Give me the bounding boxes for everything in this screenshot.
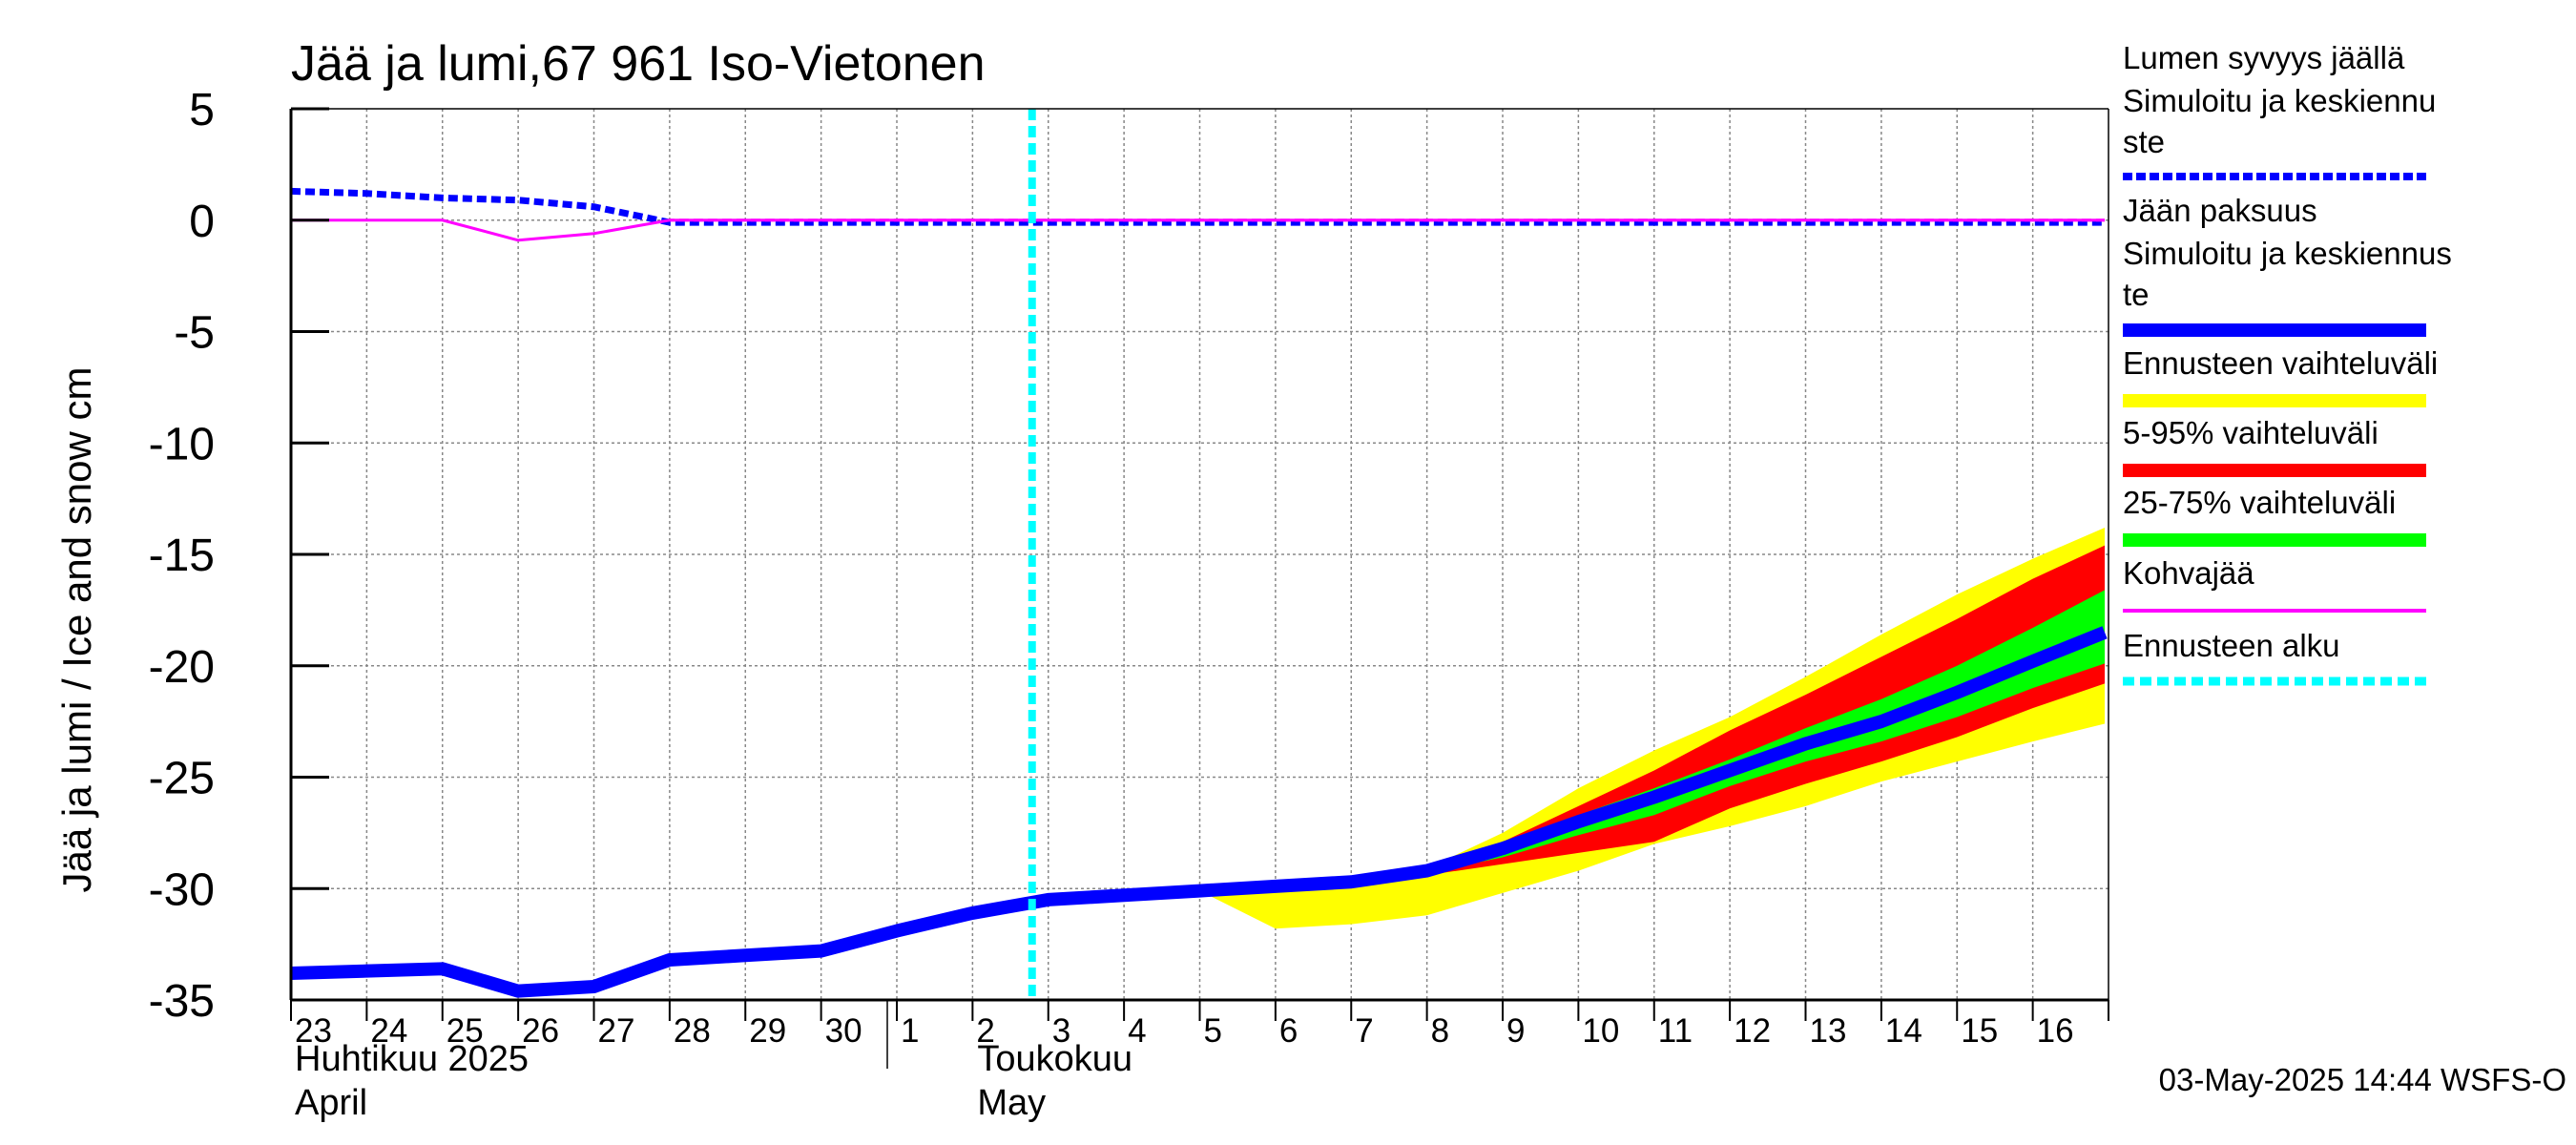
x-tick-label: 5: [1204, 1012, 1222, 1050]
x-tick-label: 16: [2037, 1012, 2074, 1050]
series-line-1: [290, 626, 2108, 998]
legend-label-1: Jään paksuus: [2123, 193, 2317, 228]
y-tick-label: -15: [149, 531, 215, 581]
y-axis-label: Jää ja lumi / Ice and snow cm: [54, 367, 99, 893]
x-tick-label: 28: [674, 1012, 711, 1050]
x-tick-label: 12: [1734, 1012, 1771, 1050]
x-tick-label: 3: [1052, 1012, 1070, 1050]
legend-label-0: ste: [2123, 124, 2165, 159]
x-tick-label: 26: [522, 1012, 559, 1050]
legend-label-1: te: [2123, 277, 2150, 312]
x-tick-label: 7: [1355, 1012, 1373, 1050]
y-tick-label: -25: [149, 754, 215, 804]
x-tick-label: 25: [447, 1012, 484, 1050]
x-tick-label: 23: [295, 1012, 332, 1050]
x-tick-label: 6: [1279, 1012, 1298, 1050]
legend-label-1: Simuloitu ja keskiennus: [2123, 236, 2452, 271]
y-tick-label: 0: [189, 197, 215, 247]
series-line-0: [290, 187, 2106, 226]
x-tick-label: 9: [1506, 1012, 1525, 1050]
legend-label-4: 25-75% vaihteluväli: [2123, 485, 2396, 520]
legend-label-0: Lumen syvyys jäällä: [2123, 40, 2405, 75]
x-tick-label: 29: [749, 1012, 786, 1050]
x-tick-label: 14: [1885, 1012, 1922, 1050]
month-label-fi: Huhtikuu 2025: [295, 1039, 529, 1079]
y-tick-label: -30: [149, 864, 215, 915]
legend-label-3: 5-95% vaihteluväli: [2123, 415, 2379, 450]
month-label-fi: Toukokuu: [977, 1039, 1132, 1079]
y-tick-label: -20: [149, 642, 215, 693]
x-tick-label: 15: [1961, 1012, 1998, 1050]
x-tick-label: 10: [1582, 1012, 1619, 1050]
x-tick-label: 8: [1431, 1012, 1449, 1050]
y-tick-label: -35: [149, 976, 215, 1027]
x-tick-label: 4: [1128, 1012, 1146, 1050]
x-tick-label: 2: [976, 1012, 994, 1050]
x-tick-label: 13: [1810, 1012, 1847, 1050]
legend-label-2: Ennusteen vaihteluväli: [2123, 345, 2438, 381]
x-tick-label: 1: [901, 1012, 919, 1050]
legend: Lumen syvyys jäällä Simuloitu ja keskien…: [2123, 40, 2452, 686]
x-tick-label: 27: [598, 1012, 635, 1050]
x-tick-label: 11: [1658, 1012, 1693, 1050]
month-label-en: May: [977, 1083, 1046, 1123]
y-tick-label: 5: [189, 85, 215, 135]
y-tick-label: -5: [174, 308, 215, 359]
legend-label-0: Simuloitu ja keskiennu: [2123, 83, 2436, 118]
y-tick-label: -10: [149, 419, 215, 469]
x-tick-label: 24: [370, 1012, 407, 1050]
footer-timestamp: 03-May-2025 14:44 WSFS-O: [2159, 1062, 2566, 1097]
legend-label-6: Ennusteen alku: [2123, 628, 2340, 663]
x-tick-label: 30: [825, 1012, 862, 1050]
legend-label-5: Kohvajää: [2123, 555, 2254, 591]
chart-title: Jää ja lumi,67 961 Iso-Vietonen: [291, 36, 986, 92]
month-label-en: April: [295, 1083, 367, 1123]
